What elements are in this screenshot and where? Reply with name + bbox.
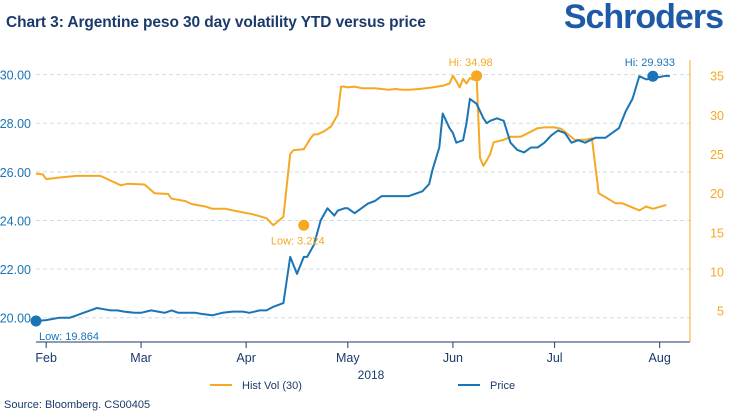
x-tick-label: May: [336, 351, 360, 365]
legend-label-hist-vol: Hist Vol (30): [242, 380, 302, 392]
legend-label-price: Price: [490, 380, 515, 392]
left-tick-label: 24.00: [0, 214, 31, 228]
x-tick-label: Mar: [130, 351, 152, 365]
hist-vol-low-label: Low: 3.224: [271, 235, 325, 247]
x-tick-label: Jul: [547, 351, 563, 365]
right-tick-label: 15: [710, 226, 724, 240]
right-tick-label: 10: [710, 266, 724, 280]
x-axis-ticks: Feb Mar Apr May Jun Jul Aug: [35, 342, 671, 365]
price-hi-label: Hi: 29.933: [625, 57, 675, 69]
right-axis-ticks: 5 10 15 20 25 30 35: [710, 70, 724, 319]
left-tick-label: 20.00: [0, 312, 31, 326]
series-lines: [35, 74, 670, 322]
source-note: Source: Bloomberg. CS00405: [4, 399, 151, 411]
price-line: [35, 74, 670, 322]
left-tick-label: 26.00: [0, 166, 31, 180]
left-tick-label: 28.00: [0, 117, 31, 131]
right-tick-label: 25: [710, 148, 724, 162]
x-axis-year-label: 2018: [358, 368, 385, 382]
right-tick-label: 5: [717, 305, 724, 319]
hist-vol-hi-label: Hi: 34.98: [449, 57, 493, 69]
right-tick-label: 30: [710, 109, 724, 123]
x-tick-label: Apr: [236, 351, 255, 365]
price-low-marker: [30, 315, 42, 327]
schroders-logo: Schroders: [563, 0, 724, 36]
left-axis-ticks: 20.00 22.00 24.00 26.00 28.00 30.00: [0, 69, 31, 326]
x-tick-label: Feb: [35, 351, 57, 365]
right-tick-label: 20: [710, 187, 724, 201]
x-tick-label: Aug: [649, 351, 671, 365]
left-tick-label: 30.00: [0, 69, 31, 83]
hist-vol-hi-marker: [471, 70, 483, 82]
annotations: Low: 3.224 Hi: 34.98 Low: 19.864 Hi: 29.933: [30, 57, 675, 343]
chart-title: Chart 3: Argentine peso 30 day volatilit…: [6, 14, 426, 31]
price-hi-marker: [647, 70, 659, 82]
axes: [36, 60, 691, 343]
left-tick-label: 22.00: [0, 263, 31, 277]
price-low-label: Low: 19.864: [39, 331, 99, 343]
right-tick-label: 35: [710, 70, 724, 84]
gridlines: [36, 74, 690, 319]
hist-vol-low-marker: [298, 219, 310, 231]
hist-vol-line: [35, 74, 667, 227]
x-tick-label: Jun: [443, 351, 463, 365]
legend: Hist Vol (30) Price: [210, 380, 515, 392]
